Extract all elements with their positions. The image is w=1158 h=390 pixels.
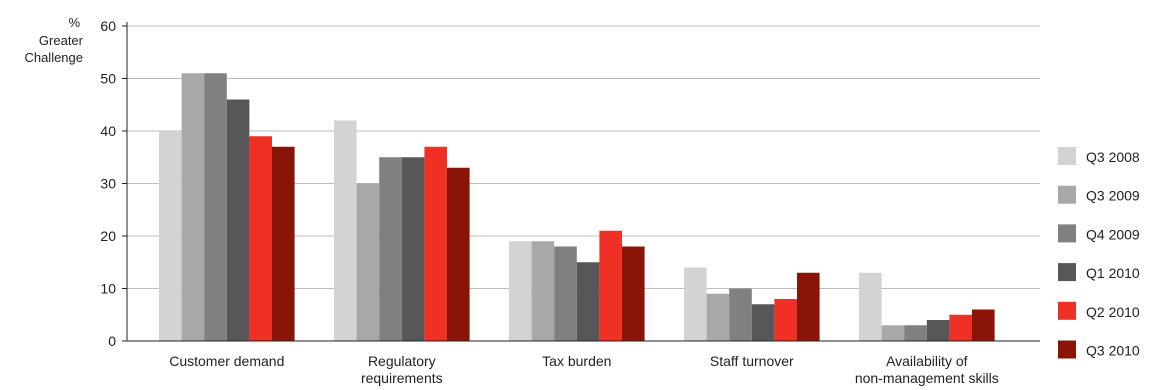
bar [356, 183, 380, 341]
bar [622, 246, 645, 341]
axes [122, 22, 1040, 342]
y-tick-label: 0 [108, 333, 116, 349]
y-tick-label: 60 [100, 18, 116, 34]
y-axis-label-line: % [68, 15, 80, 30]
bar [706, 293, 730, 341]
bar [424, 146, 447, 341]
y-tick-label: 20 [100, 228, 116, 244]
bar [554, 246, 577, 341]
bar [531, 241, 555, 341]
bar [226, 99, 250, 341]
legend-swatch [1058, 263, 1076, 282]
bar [949, 314, 972, 341]
category-label: Customer demand [169, 353, 284, 369]
bar [599, 230, 622, 341]
category-label: Regulatory [368, 353, 436, 369]
legend: Q3 2008 Q3 2009 Q4 2009 Q1 2010 Q2 2010 Q3 20… [1058, 147, 1140, 359]
bar [272, 146, 295, 341]
bar [159, 131, 182, 341]
y-axis-label-line: Challenge [24, 50, 83, 65]
category-label: non-management skills [855, 370, 999, 386]
y-tick-label: 50 [100, 71, 116, 87]
bar [447, 167, 470, 341]
legend-swatch [1058, 147, 1076, 165]
legend-label: Q3 2009 [1086, 188, 1140, 204]
bar [576, 262, 600, 341]
bar [972, 309, 995, 341]
bar [181, 73, 205, 341]
bar [797, 272, 820, 341]
bar [249, 136, 272, 341]
legend-label: Q3 2008 [1086, 149, 1140, 165]
bars [159, 73, 995, 341]
bar [379, 157, 402, 341]
bar [684, 267, 707, 341]
bar [401, 157, 425, 341]
y-tick-label: 30 [100, 176, 116, 192]
y-axis-label-line: Greater [39, 33, 84, 48]
y-tick-labels: 0 10 20 30 40 50 60 [100, 18, 116, 349]
bar [881, 325, 905, 341]
legend-label: Q4 2009 [1086, 226, 1140, 242]
legend-swatch [1058, 340, 1076, 359]
bar [509, 241, 532, 341]
category-label: Availability of [886, 353, 968, 369]
y-tick-label: 10 [100, 281, 116, 297]
legend-label: Q1 2010 [1086, 265, 1140, 281]
legend-swatch [1058, 185, 1076, 204]
category-label: Staff turnover [710, 353, 794, 369]
bar [334, 120, 357, 341]
bar [926, 320, 950, 341]
legend-swatch [1058, 224, 1076, 243]
legend-label: Q3 2010 [1086, 343, 1140, 359]
legend-label: Q2 2010 [1086, 304, 1140, 320]
bar [204, 73, 227, 341]
bar [729, 288, 752, 341]
category-label: requirements [361, 370, 443, 386]
category-label: Tax burden [542, 353, 611, 369]
bar [859, 272, 882, 341]
bar [774, 299, 797, 341]
legend-swatch [1058, 301, 1076, 320]
bar [751, 304, 775, 341]
bar [904, 325, 927, 341]
y-axis-label: % Greater Challenge [24, 15, 83, 65]
y-tick-label: 40 [100, 123, 116, 139]
